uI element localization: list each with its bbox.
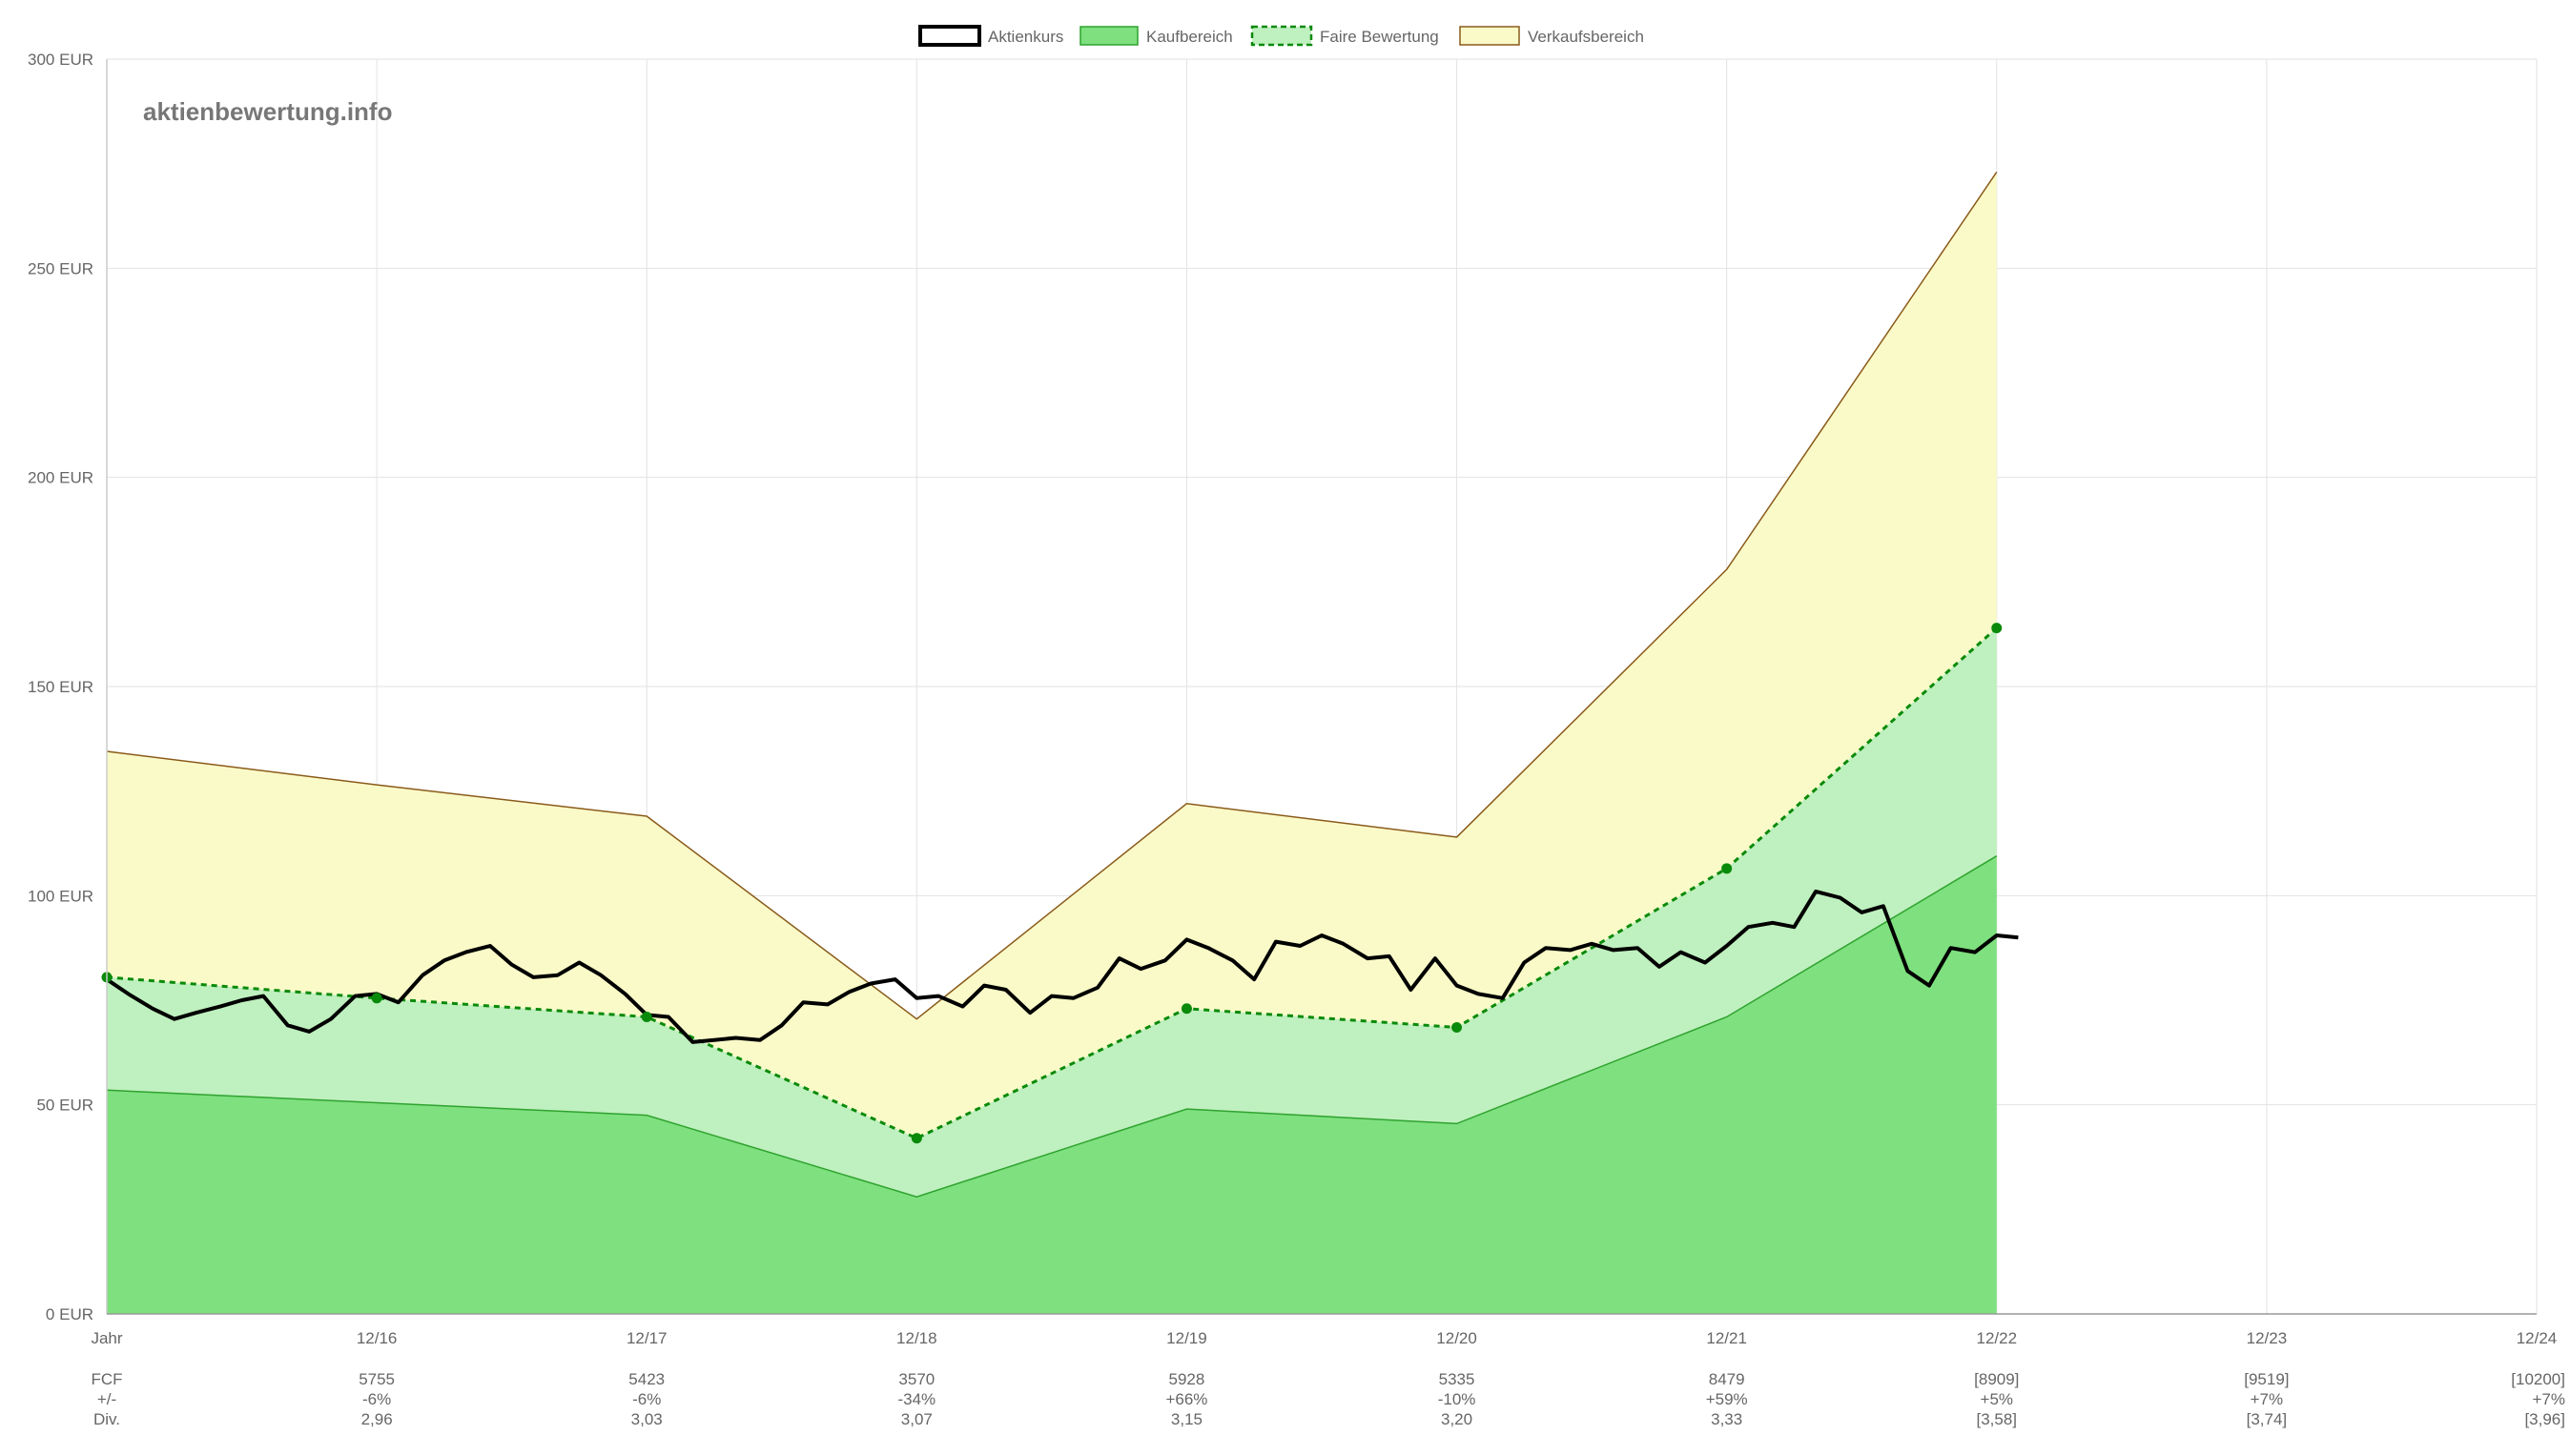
fair-value-point <box>1181 1003 1192 1015</box>
table-cell: 5755 <box>359 1370 395 1388</box>
table-row-label: +/- <box>97 1390 116 1408</box>
buy-area <box>107 855 1997 1314</box>
table-cell: [3,74] <box>2247 1410 2288 1428</box>
legend-item-sell[interactable]: Verkaufsbereich <box>1459 26 1644 46</box>
fair-value-line <box>106 626 1998 1140</box>
table-cell: 3,03 <box>631 1410 663 1428</box>
y-tick-label: 100 EUR <box>28 887 93 905</box>
fair-value-point <box>1991 623 2003 634</box>
table-row-label: Div. <box>93 1410 120 1428</box>
x-axis-ticks: Jahr 12/16 12/17 12/18 12/19 12/20 12/21 12/22 1… <box>91 1329 2557 1347</box>
legend-item-fair[interactable]: Faire Bewertung <box>1250 25 1439 47</box>
table-cell: +5% <box>1981 1390 2014 1408</box>
y-tick-label: 50 EUR <box>36 1097 93 1115</box>
x-tick-label: 12/19 <box>1166 1329 1207 1347</box>
legend-swatch-fair <box>1250 25 1313 47</box>
x-tick-label: 12/16 <box>357 1329 398 1347</box>
table-cell: -6% <box>632 1390 661 1408</box>
x-tick-label: 12/17 <box>627 1329 668 1347</box>
x-tick-label: 12/18 <box>896 1329 937 1347</box>
legend-swatch-buy <box>1079 26 1139 46</box>
fair-value-point <box>641 1012 652 1023</box>
table-cell: +7% <box>2251 1390 2284 1408</box>
table-cell: 5928 <box>1169 1370 1205 1388</box>
legend-item-buy[interactable]: Kaufbereich <box>1079 26 1233 46</box>
series-lines <box>105 171 2019 1198</box>
legend-item-price[interactable]: Aktienkurs <box>918 25 1063 47</box>
legend-swatch-sell <box>1459 26 1520 46</box>
x-tick-label: 12/22 <box>1977 1329 2018 1347</box>
table-cell: [8909] <box>1974 1370 2019 1388</box>
valuation-areas <box>107 172 1997 1314</box>
table-cell: -6% <box>362 1390 391 1408</box>
table-cell: +66% <box>1165 1390 1207 1408</box>
table-cell: [3,96] <box>2524 1410 2565 1428</box>
legend[interactable]: Aktienkurs Kaufbereich Faire Bewertung Verk… <box>918 25 1644 47</box>
table-cell: -10% <box>1438 1390 1476 1408</box>
x-tick-label: 12/24 <box>2517 1329 2558 1347</box>
x-tick-label: Jahr <box>91 1329 122 1347</box>
y-tick-label: 150 EUR <box>28 678 93 696</box>
y-tick-label: 0 EUR <box>46 1305 93 1323</box>
table-cell: 3,07 <box>901 1410 933 1428</box>
table-cell: 3,15 <box>1171 1410 1203 1428</box>
fair-area <box>107 627 1997 1198</box>
fair-value-point <box>911 1133 922 1144</box>
fundamentals-table: FCF 5755 5423 3570 5928 5335 8479 [8909] [9519] [… <box>91 1370 2565 1428</box>
axes <box>106 59 2537 1315</box>
y-tick-label: 300 EUR <box>28 51 93 69</box>
y-tick-label: 250 EUR <box>28 259 93 277</box>
table-cell: [3,58] <box>1977 1410 2018 1428</box>
buy-line <box>106 855 1998 1198</box>
legend-label: Kaufbereich <box>1146 28 1233 46</box>
y-tick-label: 200 EUR <box>28 469 93 487</box>
table-cell: 3,33 <box>1711 1410 1742 1428</box>
table-cell: 8479 <box>1709 1370 1745 1388</box>
table-cell: [10200] <box>2511 1370 2565 1388</box>
legend-label: Aktienkurs <box>988 28 1063 46</box>
sell-line <box>106 171 1998 1020</box>
x-tick-label: 12/20 <box>1436 1329 1477 1347</box>
legend-swatch-price <box>918 25 981 47</box>
fair-value-point <box>1451 1022 1463 1034</box>
sell-area <box>107 172 1997 1138</box>
table-row-label: FCF <box>91 1370 122 1388</box>
table-cell: [9519] <box>2244 1370 2289 1388</box>
table-cell: +7% <box>2533 1390 2566 1408</box>
legend-label: Verkaufsbereich <box>1528 28 1644 46</box>
table-cell: -34% <box>897 1390 935 1408</box>
table-cell: 3570 <box>898 1370 935 1388</box>
table-cell: 5335 <box>1439 1370 1475 1388</box>
fair-value-point <box>371 993 382 1004</box>
watermark: aktienbewertung.info <box>143 97 392 126</box>
fair-value-point <box>1721 863 1733 874</box>
y-axis-ticks: 0 EUR 50 EUR 100 EUR 150 EUR 200 EUR 250 EUR 3… <box>28 51 93 1323</box>
x-tick-label: 12/21 <box>1706 1329 1747 1347</box>
x-tick-label: 12/23 <box>2247 1329 2288 1347</box>
table-cell: +59% <box>1706 1390 1748 1408</box>
price-line <box>105 889 2019 1044</box>
table-cell: 5423 <box>628 1370 665 1388</box>
table-cell: 2,96 <box>361 1410 393 1428</box>
legend-label: Faire Bewertung <box>1320 28 1439 46</box>
table-cell: 3,20 <box>1441 1410 1472 1428</box>
